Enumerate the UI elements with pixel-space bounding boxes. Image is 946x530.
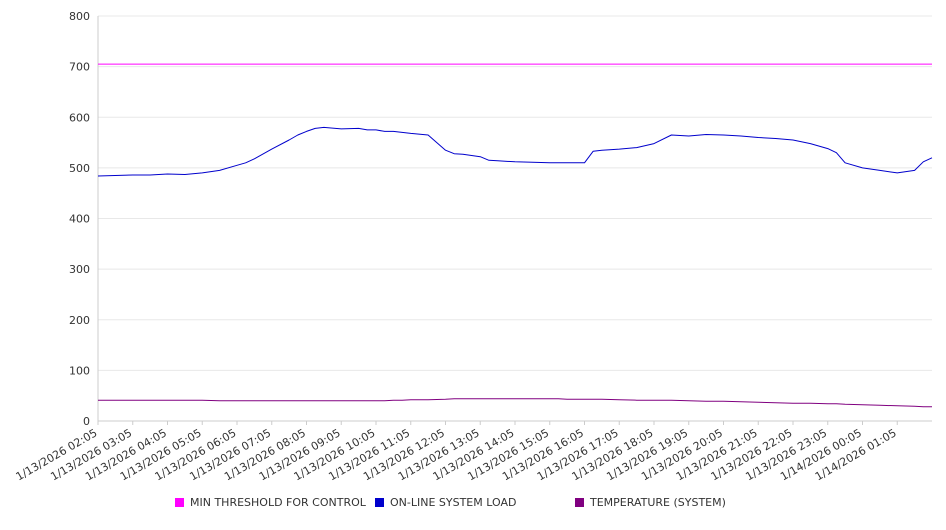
- series-line-on-line-system-load: [97, 126, 933, 177]
- legend-label-temperature: TEMPERATURE (SYSTEM): [590, 496, 726, 509]
- y-tick-label-600: 600: [69, 111, 90, 124]
- legend-item-min-threshold[interactable]: MIN THRESHOLD FOR CONTROL: [175, 496, 366, 509]
- y-tick-label-0: 0: [83, 415, 90, 428]
- legend-item-temperature[interactable]: TEMPERATURE (SYSTEM): [575, 496, 726, 509]
- y-tick-label-800: 800: [69, 10, 90, 23]
- y-tick-label-700: 700: [69, 61, 90, 74]
- chart-legend: MIN THRESHOLD FOR CONTROL ON-LINE SYSTEM…: [0, 496, 946, 516]
- legend-swatch-system-load: [375, 498, 384, 507]
- y-tick-label-400: 400: [69, 213, 90, 226]
- y-tick-label-300: 300: [69, 263, 90, 276]
- legend-label-min-threshold: MIN THRESHOLD FOR CONTROL: [190, 496, 366, 509]
- legend-item-system-load[interactable]: ON-LINE SYSTEM LOAD: [375, 496, 516, 509]
- y-tick-label-200: 200: [69, 314, 90, 327]
- y-tick-label-500: 500: [69, 162, 90, 175]
- legend-swatch-min-threshold: [175, 498, 184, 507]
- legend-swatch-temperature: [575, 498, 584, 507]
- y-tick-label-100: 100: [69, 364, 90, 377]
- series-line-temperature-system: [98, 398, 932, 408]
- legend-label-system-load: ON-LINE SYSTEM LOAD: [390, 496, 517, 509]
